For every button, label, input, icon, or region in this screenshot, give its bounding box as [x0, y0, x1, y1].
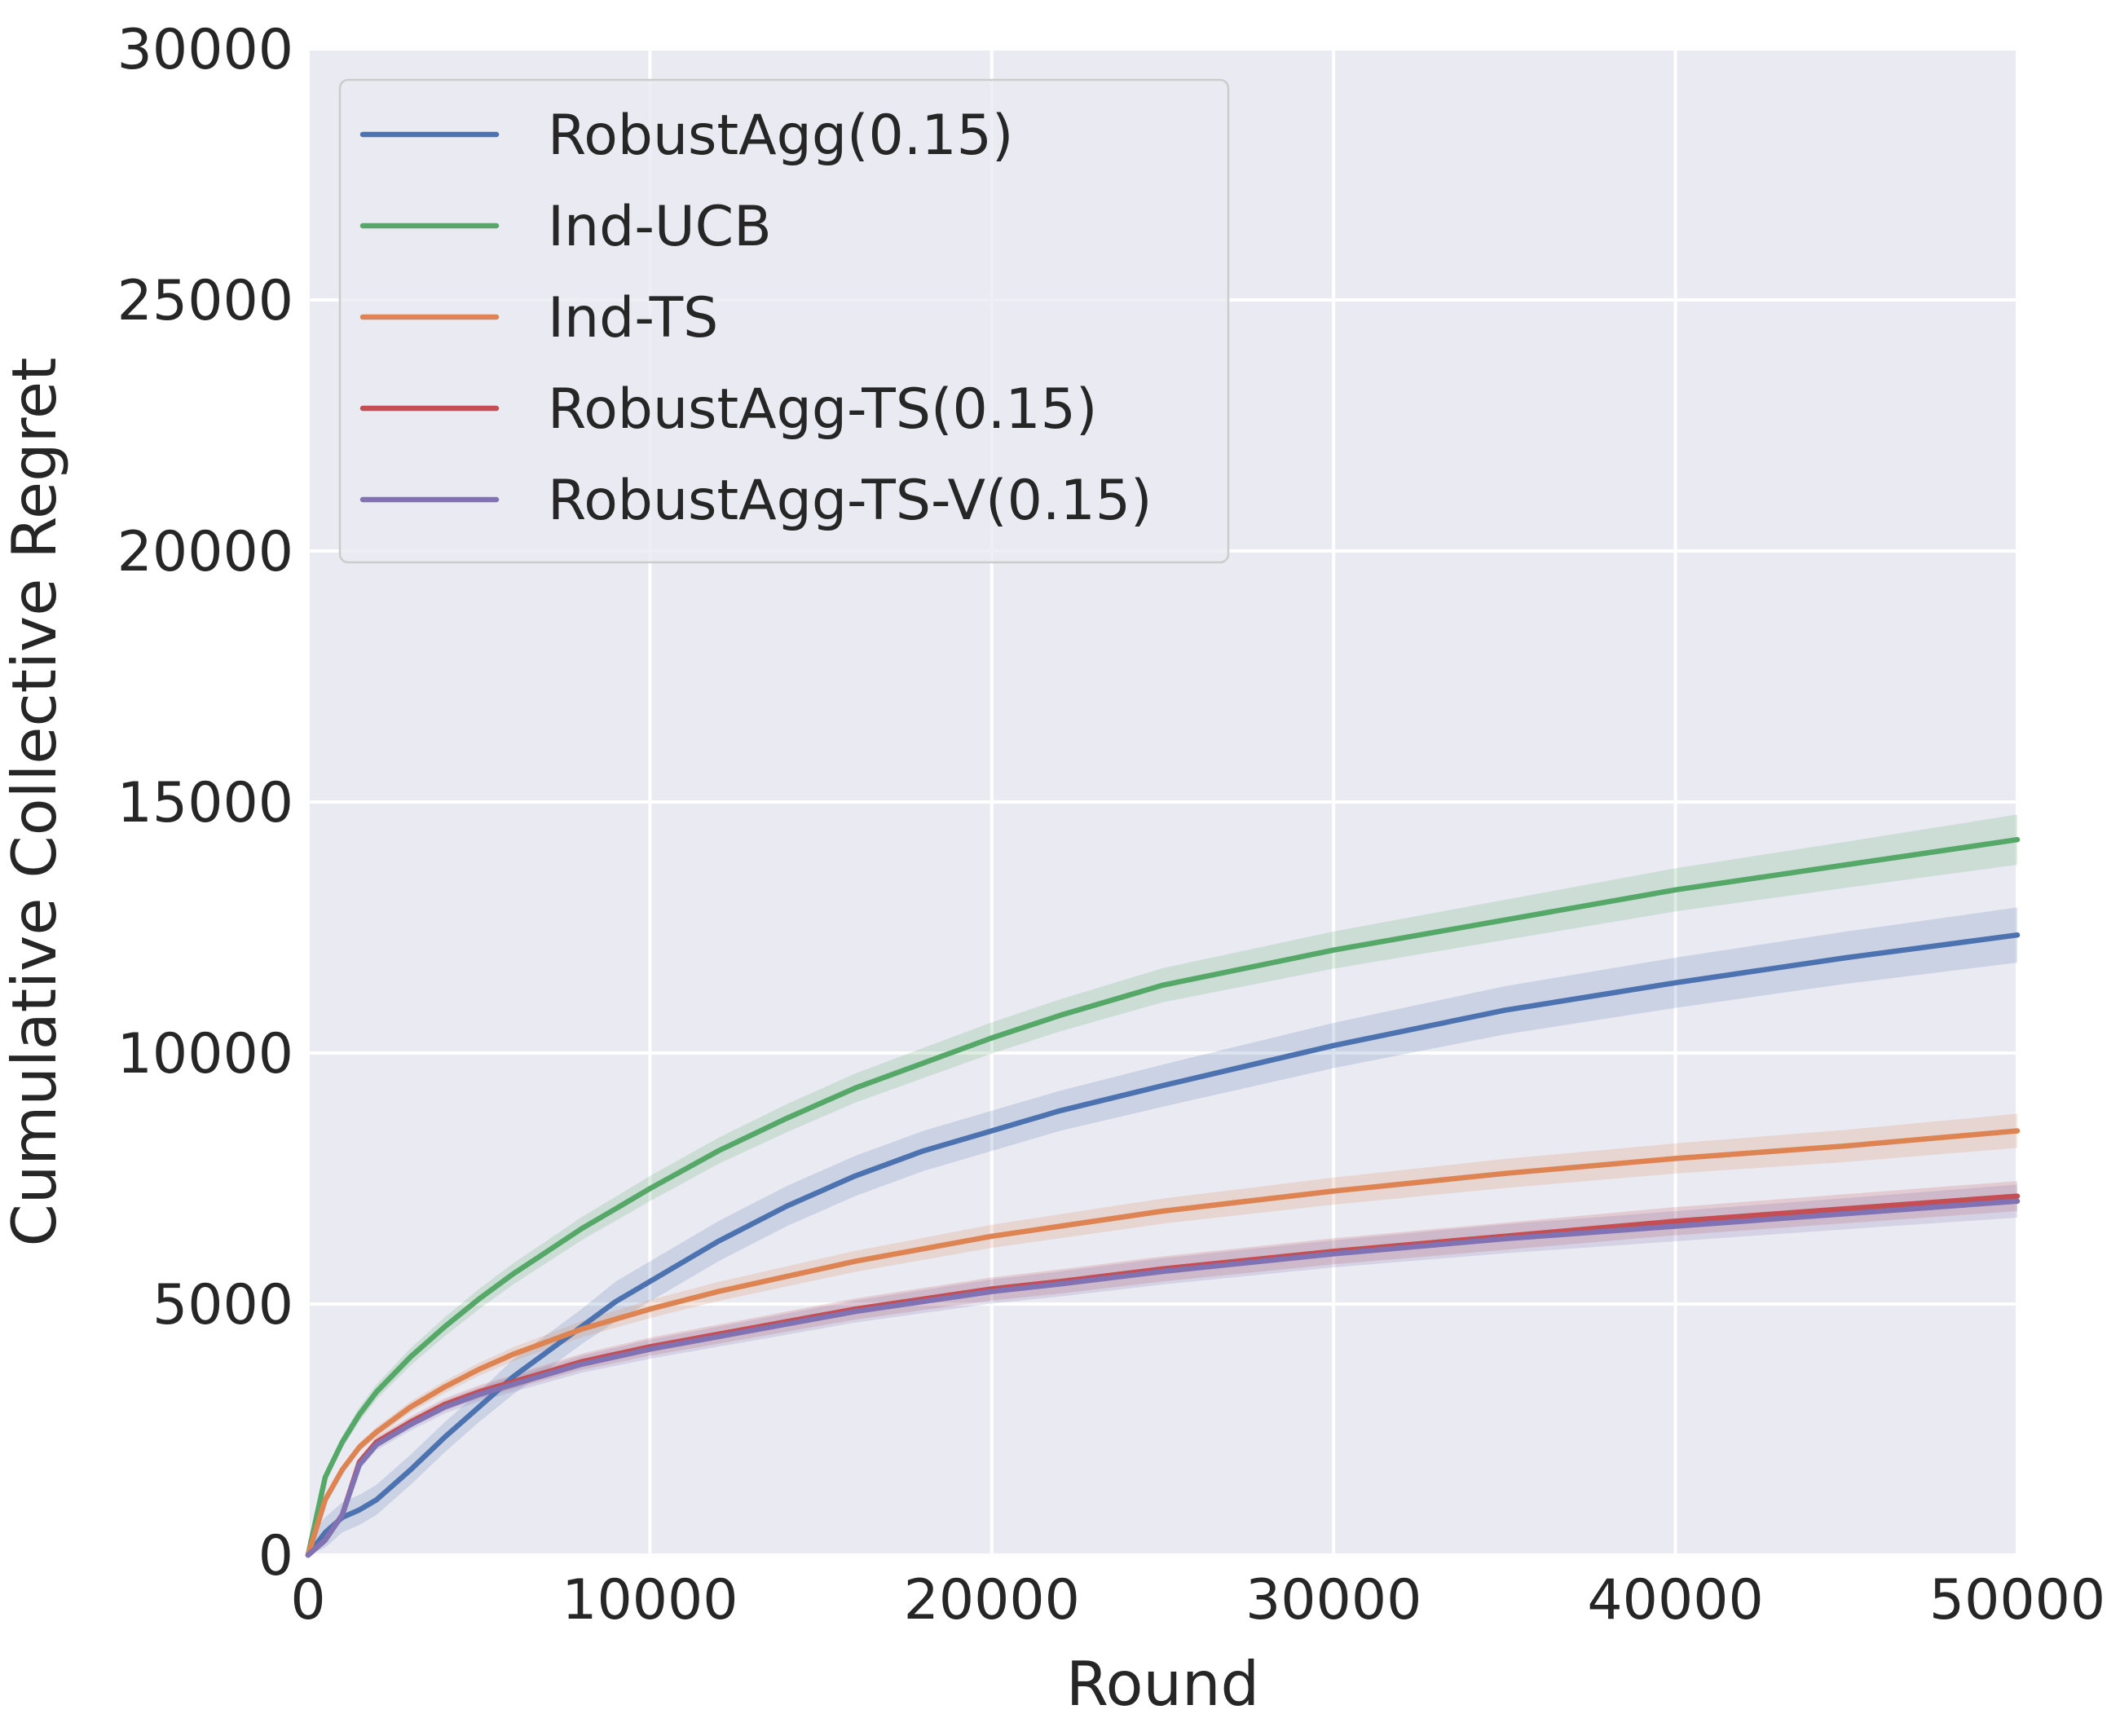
x-tick-label: 40000	[1587, 1568, 1763, 1632]
legend-label: RobustAgg(0.15)	[548, 104, 1013, 168]
y-tick-label: 15000	[117, 771, 293, 835]
y-tick-label: 25000	[117, 269, 293, 333]
band-2	[308, 1113, 2017, 1555]
band-1	[308, 814, 2017, 1555]
x-axis-label: Round	[1066, 1648, 1259, 1720]
y-tick-labels: 0 5000 10000 15000 20000 25000 30000	[117, 18, 293, 1588]
y-tick-label: 30000	[117, 18, 293, 82]
band-4	[308, 1184, 2017, 1555]
series-line-0	[305, 932, 2021, 1558]
legend-label: RobustAgg-TS-V(0.15)	[548, 469, 1153, 533]
x-tick-labels: 0 10000 20000 30000 40000 50000	[290, 1568, 2105, 1632]
legend-label: Ind-TS	[548, 286, 718, 350]
x-tick-label: 10000	[562, 1568, 738, 1632]
confidence-bands	[308, 814, 2017, 1555]
legend-label: RobustAgg-TS(0.15)	[548, 377, 1097, 442]
series-line-4	[305, 1198, 2021, 1558]
series-line-2	[305, 1128, 2021, 1558]
y-tick-label: 5000	[152, 1273, 293, 1337]
y-axis-label: Cumulative Collective Regret	[0, 357, 70, 1246]
x-tick-label: 30000	[1245, 1568, 1421, 1632]
series-lines	[305, 836, 2021, 1558]
x-tick-label: 0	[290, 1568, 325, 1632]
band-0	[308, 907, 2017, 1555]
band-3	[308, 1181, 2017, 1555]
y-tick-label: 0	[258, 1524, 293, 1588]
x-tick-label: 20000	[904, 1568, 1080, 1632]
y-tick-label: 10000	[117, 1022, 293, 1086]
legend-label: Ind-UCB	[548, 195, 772, 259]
series-line-1	[305, 836, 2021, 1558]
legend: RobustAgg(0.15) Ind-UCB Ind-TS RobustAgg-TS…	[338, 78, 1230, 564]
x-tick-label: 50000	[1929, 1568, 2105, 1632]
y-tick-label: 20000	[117, 520, 293, 584]
legend-box	[338, 78, 1230, 564]
